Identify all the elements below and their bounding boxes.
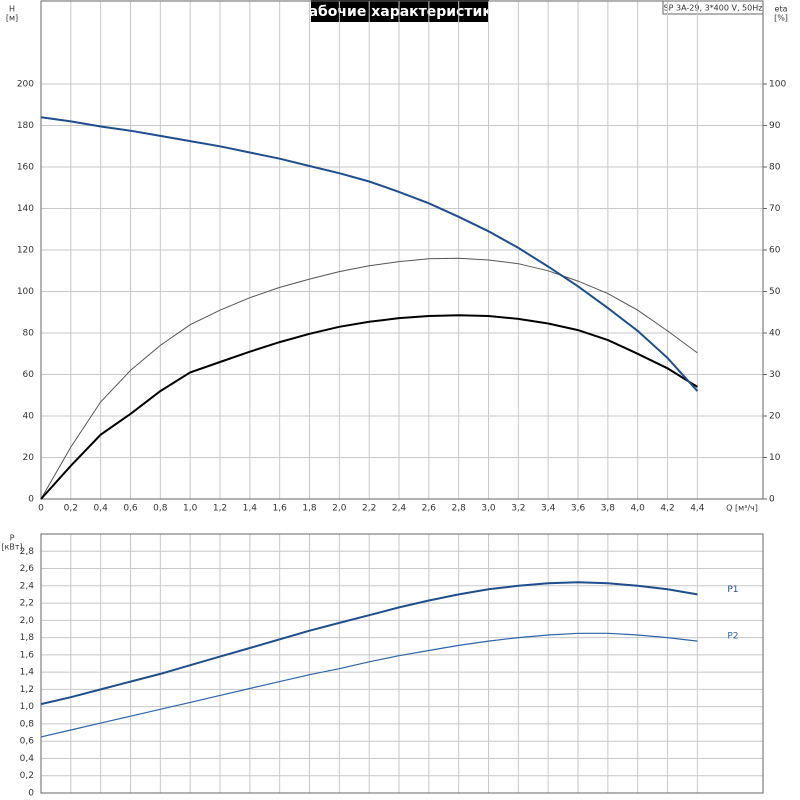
x-tick-label: 2,2 <box>362 504 376 514</box>
x-tick-label: 4,2 <box>660 504 674 514</box>
x-tick-label: 1,2 <box>213 504 227 514</box>
plot-frame <box>40 533 764 794</box>
y-tick-label: 0,2 <box>20 771 34 781</box>
y-tick-label: 1,4 <box>20 668 35 678</box>
y2-tick-label: 10 <box>769 453 781 463</box>
x-tick-label: 1,0 <box>183 504 198 514</box>
plot-frame <box>40 0 764 500</box>
x-tick-label: 1,6 <box>273 504 288 514</box>
y-tick-label: 0 <box>28 495 34 505</box>
y-tick-label: 0,6 <box>20 737 35 747</box>
title-box <box>311 0 489 22</box>
x-tick-label: 0,2 <box>64 504 78 514</box>
y-tick-label: 2,2 <box>20 599 34 609</box>
x-tick-label: 2,0 <box>332 504 347 514</box>
y-tick-label: 40 <box>23 412 35 422</box>
x-tick-label: 0,4 <box>94 504 109 514</box>
y-tick-label: 2,0 <box>20 616 35 626</box>
y-axis-label: H <box>9 5 15 14</box>
y-tick-label: 2,4 <box>20 581 35 591</box>
x-tick-label: 4,4 <box>690 504 705 514</box>
y-tick-label: 1,8 <box>20 633 35 643</box>
y-tick-label: 180 <box>17 121 34 131</box>
y-tick-label: 2,8 <box>20 547 35 557</box>
y-tick-label: 20 <box>23 453 35 463</box>
y2-tick-label: 30 <box>769 370 781 380</box>
chart-subtitle: SP 3A-29, 3*400 V, 50Hz <box>664 4 763 13</box>
y-axis-label: [м] <box>6 14 18 23</box>
y-tick-label: 60 <box>23 370 35 380</box>
y-tick-label: 160 <box>17 163 34 173</box>
x-tick-label: 0,8 <box>153 504 168 514</box>
series-label: P2 <box>727 632 738 642</box>
y-tick-label: 1,6 <box>20 650 35 660</box>
y-tick-label: 200 <box>17 80 34 90</box>
chart-title: Рабочие характеристики <box>298 4 501 20</box>
x-tick-label: 1,8 <box>302 504 317 514</box>
x-tick-label: 4,0 <box>631 504 646 514</box>
x-tick-label: 0 <box>38 504 44 514</box>
y-axis-label: P <box>10 534 15 543</box>
series-line <box>40 257 698 500</box>
y2-axis-label: [%] <box>774 14 788 23</box>
y-tick-label: 0,8 <box>20 719 35 729</box>
y-tick-label: 1,0 <box>20 702 35 712</box>
series-label: P1 <box>727 585 738 595</box>
y2-tick-label: 60 <box>769 246 781 256</box>
series-line <box>40 581 698 706</box>
x-tick-label: 0,6 <box>123 504 138 514</box>
x-tick-label: 2,8 <box>452 504 467 514</box>
y2-tick-label: 80 <box>769 163 781 173</box>
y-axis-label: [кВт] <box>1 543 22 552</box>
y2-tick-label: 20 <box>769 412 781 422</box>
x-tick-label: 3,6 <box>571 504 586 514</box>
x-tick-label: 2,4 <box>392 504 407 514</box>
x-tick-label: 3,8 <box>601 504 616 514</box>
x-tick-label: 3,2 <box>511 504 525 514</box>
y-tick-label: 0,4 <box>20 754 35 764</box>
x-tick-label: 2,6 <box>422 504 437 514</box>
y-tick-label: 80 <box>23 329 35 339</box>
y-tick-label: 0 <box>28 789 34 799</box>
y-tick-label: 2,6 <box>20 564 35 574</box>
y2-tick-label: 70 <box>769 204 781 214</box>
y-tick-label: 120 <box>17 246 34 256</box>
series-line <box>40 632 698 738</box>
x-tick-label: 3,0 <box>481 504 496 514</box>
y-tick-label: 140 <box>17 204 34 214</box>
series-line <box>40 314 698 500</box>
y-tick-label: 1,2 <box>20 685 34 695</box>
y2-tick-label: 100 <box>769 80 786 90</box>
y-tick-label: 100 <box>17 287 34 297</box>
x-tick-label: 1,4 <box>243 504 258 514</box>
y2-tick-label: 40 <box>769 329 781 339</box>
series-line <box>40 116 699 392</box>
y2-tick-label: 50 <box>769 287 781 297</box>
x-tick-label: 3,4 <box>541 504 556 514</box>
x-axis-label: Q [м³/ч] <box>726 504 758 513</box>
y2-axis-label: eta <box>775 5 788 14</box>
y2-tick-label: 90 <box>769 121 781 131</box>
y2-tick-label: 0 <box>769 495 775 505</box>
